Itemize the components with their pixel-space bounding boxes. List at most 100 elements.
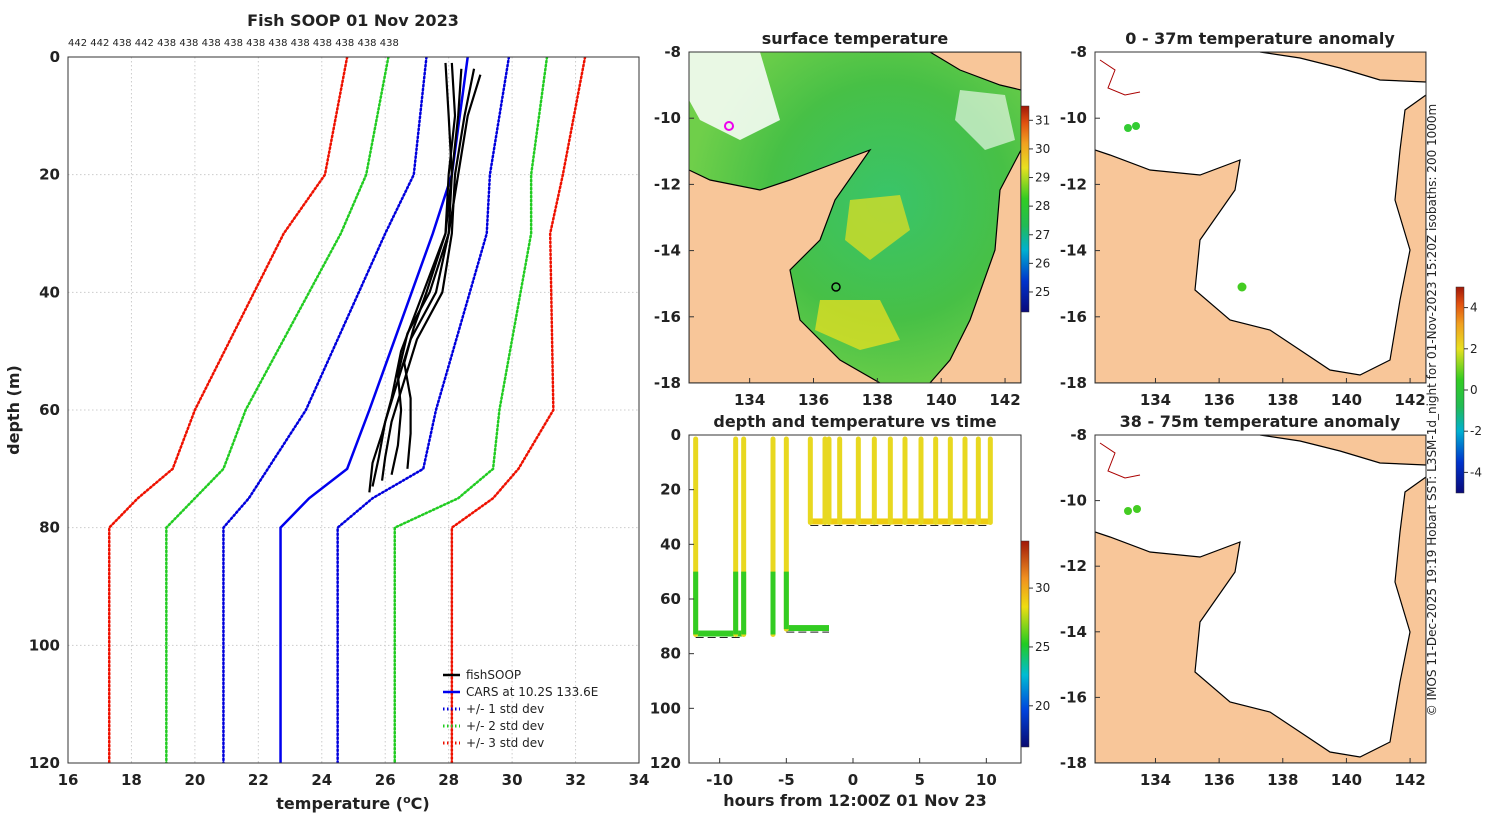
- sd3-lower-line: [107, 57, 349, 763]
- colorbar-tick-label: 30: [1035, 581, 1050, 595]
- map-lon-tick-label: 136: [1203, 391, 1234, 409]
- colorbar-tick-label: -4: [1470, 465, 1482, 479]
- sst-map-axes: 134 136 138 140 142 -8 -10 -12 -14 -16 -18: [654, 43, 1021, 409]
- map-lat-tick-label: -18: [1060, 374, 1087, 392]
- colorbar-tick-label: 25: [1035, 285, 1050, 299]
- profile-y-tick-label: 0: [50, 48, 60, 66]
- anom2-axes: 134 136 138 140 142 -8 -10 -12 -14 -16 -18: [1060, 426, 1426, 789]
- profile-y-tick-label: 100: [29, 636, 60, 654]
- anomaly-map-lower: 38 - 75m temperature anomaly 134 136 138 14…: [1060, 412, 1427, 789]
- map-lon-tick-label: 140: [1331, 391, 1362, 409]
- time-chart: depth and temperature vs time -10 -5 0 5 100…: [650, 412, 1051, 810]
- map-lon-tick-label: 142: [1394, 771, 1425, 789]
- map-lat-tick-label: -18: [654, 374, 681, 392]
- colorbar-tick-label: 20: [1035, 699, 1050, 713]
- anom1-land-cape-york: [1095, 94, 1426, 383]
- profile-chart: Fish SOOP 01 Nov 2023 442 442 438 442 43…: [4, 11, 649, 813]
- map-lat-tick-label: -18: [1060, 754, 1087, 772]
- anom1-axes: 134 136 138 140 142 -8 -10 -12 -14 -16 -18: [1060, 43, 1426, 409]
- profile-y-tick-label: 60: [39, 401, 60, 419]
- sd2-lower-line: [165, 57, 390, 763]
- profile-y-tick-label: 80: [39, 519, 60, 537]
- legend-fishsoop: fishSOOP: [466, 668, 521, 682]
- profile-series: [107, 57, 587, 763]
- map-lat-tick-label: -14: [654, 242, 681, 260]
- time-y-tick-label: 20: [660, 481, 681, 499]
- sst-colorbar: [1020, 105, 1030, 313]
- map-lat-tick-label: -14: [1060, 623, 1087, 641]
- map-lat-tick-label: -12: [654, 175, 681, 193]
- colorbar-tick-label: 26: [1035, 256, 1050, 270]
- anomaly-map-upper-title: 0 - 37m temperature anomaly: [1125, 29, 1395, 48]
- map-lon-tick-label: 138: [1267, 391, 1298, 409]
- time-bottom-segment: [695, 630, 744, 637]
- map-lat-tick-label: -16: [654, 308, 681, 326]
- map-lat-tick-label: -10: [1060, 492, 1087, 510]
- profile-plot-frame: [67, 56, 640, 764]
- sst-cloud-gap: [689, 52, 780, 140]
- sst-land-north: [860, 52, 1021, 91]
- time-y-tick-label: 100: [650, 699, 681, 717]
- map-lat-tick-label: -12: [1060, 557, 1087, 575]
- time-bottom-segment: [810, 518, 991, 525]
- time-chart-title: depth and temperature vs time: [713, 412, 996, 431]
- fishsoop-profile-line: [368, 62, 457, 493]
- time-y-tick-label: 0: [671, 426, 681, 444]
- colorbar-tick-label: 0: [1470, 383, 1478, 397]
- profile-chart-title: Fish SOOP 01 Nov 2023: [247, 11, 459, 30]
- map-lat-tick-label: -8: [1070, 43, 1087, 61]
- anom1-land-new-guinea: [1259, 52, 1426, 83]
- profile-x-tick-label: 18: [121, 771, 142, 789]
- anomaly-map-lower-title: 38 - 75m temperature anomaly: [1120, 412, 1401, 431]
- profile-sample-counts: 442 442 438 442 438 438 438 438 438 438 …: [68, 38, 399, 49]
- sd1-lower-line: [222, 57, 428, 763]
- sd1-upper-line: [336, 57, 511, 763]
- anom2-land-new-guinea: [1259, 435, 1426, 466]
- time-x-tick-label: 0: [848, 771, 858, 789]
- profile-x-tick-label: 32: [565, 771, 586, 789]
- map-lon-tick-label: 134: [1140, 391, 1171, 409]
- map-lon-tick-label: 140: [1331, 771, 1362, 789]
- profile-x-axis-label: temperature (oC): [276, 793, 429, 813]
- legend-sd2: +/- 2 std dev: [466, 719, 544, 733]
- profile-x-tick-label: 28: [438, 771, 459, 789]
- anomaly-colorbar-ticks: 4 2 0 -2 -4: [1464, 301, 1482, 479]
- map-lat-tick-label: -10: [1060, 109, 1087, 127]
- anom1-point-c: [1237, 282, 1247, 292]
- map-lat-tick-label: -12: [1060, 175, 1087, 193]
- map-lon-tick-label: 138: [862, 391, 893, 409]
- map-lat-tick-label: -16: [1060, 308, 1087, 326]
- time-y-tick-label: 40: [660, 535, 681, 553]
- credit-text: © IMOS 11-Dec-2025 19:19 Hobart SST: L3S…: [1425, 103, 1439, 717]
- colorbar-tick-label: 4: [1470, 301, 1478, 315]
- fishsoop-profile-line: [390, 74, 482, 475]
- profile-x-tick-label: 16: [58, 771, 79, 789]
- legend-sd1: +/- 1 std dev: [466, 702, 544, 716]
- map-lon-tick-label: 136: [798, 391, 829, 409]
- sst-colorbar-ticks: 31 30 29 28 27 26 25: [1029, 113, 1050, 299]
- sst-ship-position-marker: [724, 121, 734, 131]
- colorbar-tick-label: 30: [1035, 142, 1050, 156]
- anom2-point-a: [1124, 507, 1132, 515]
- anomaly-colorbar: [1455, 286, 1465, 494]
- map-lon-tick-label: 142: [1394, 391, 1425, 409]
- map-lon-tick-label: 142: [989, 391, 1020, 409]
- map-lat-tick-label: -8: [1070, 426, 1087, 444]
- time-y-tick-label: 80: [660, 645, 681, 663]
- anom2-land-cape-york: [1095, 476, 1426, 763]
- time-x-tick-label: -5: [778, 771, 795, 789]
- colorbar-tick-label: 25: [1035, 640, 1050, 654]
- map-lat-tick-label: -16: [1060, 688, 1087, 706]
- anom1-frame: [1094, 51, 1427, 384]
- map-lat-tick-label: -8: [664, 43, 681, 61]
- profile-y-axis-label: depth (m): [4, 365, 23, 455]
- anom1-point-a: [1124, 124, 1132, 132]
- anom1-point-b: [1132, 122, 1140, 130]
- colorbar-tick-label: 27: [1035, 228, 1050, 242]
- map-lon-tick-label: 136: [1203, 771, 1234, 789]
- profile-y-tick-label: 20: [39, 166, 60, 184]
- sst-warm-patch: [845, 195, 910, 260]
- legend-sd3: +/- 3 std dev: [466, 736, 544, 750]
